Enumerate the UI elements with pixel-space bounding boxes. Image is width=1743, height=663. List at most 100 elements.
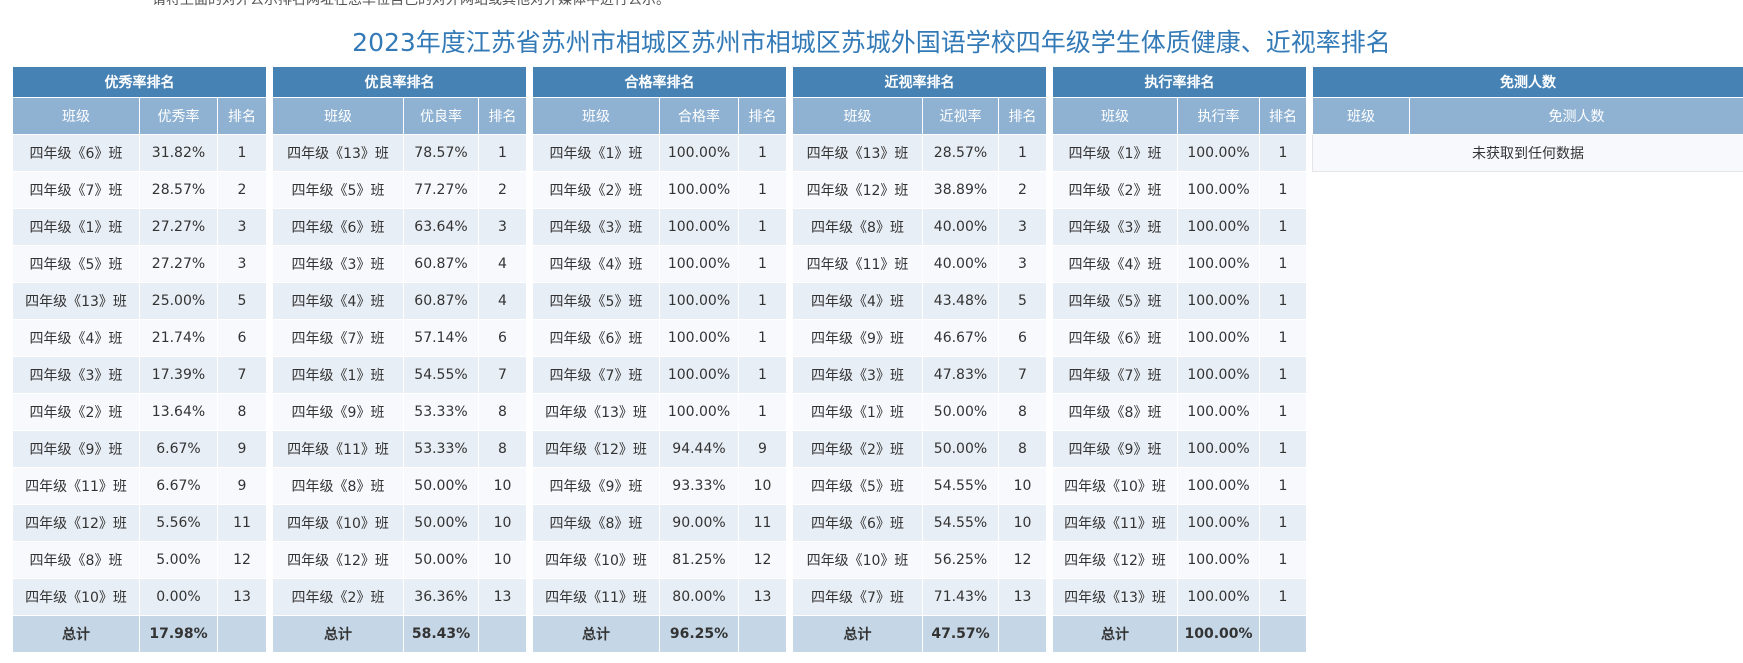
table-row: 四年级《2》班 100.00% 1 [532,171,788,209]
rate-cell: 100.00% [1177,467,1260,505]
class-cell: 四年级《3》班 [1052,208,1178,246]
table-row: 四年级《3》班 100.00% 1 [1052,208,1308,246]
ranking-table: 优良率排名 班级 优良率 排名 四年级《13》班 78.57% 1 四年级《5》班 77… [271,66,528,653]
rate-cell: 90.00% [659,504,739,542]
rank-cell: 8 [997,393,1048,431]
column-header-rate: 近视率 [922,97,999,135]
class-cell: 四年级《4》班 [792,282,923,320]
table-row: 四年级《8》班 50.00% 10 [272,467,528,505]
class-cell: 四年级《8》班 [792,208,923,246]
class-cell: 四年级《9》班 [792,319,923,357]
class-cell: 四年级《8》班 [272,467,404,505]
rank-cell: 3 [477,208,528,246]
top-note: 请将上面的对外公示排名网址在您单位自己的对外网站或其他对外媒体中进行公示。 [152,0,670,8]
column-header-class: 班级 [532,97,660,135]
rate-cell: 100.00% [1177,245,1260,283]
class-cell: 四年级《5》班 [12,245,140,283]
class-cell: 四年级《7》班 [532,356,660,394]
rank-cell: 2 [216,171,268,209]
rank-cell: 2 [477,171,528,209]
table-row: 四年级《10》班 0.00% 13 [12,578,268,616]
rank-cell: 5 [997,282,1048,320]
rate-cell: 100.00% [659,171,739,209]
table-row: 四年级《4》班 100.00% 1 [1052,245,1308,283]
table-row: 四年级《6》班 31.82% 1 [12,134,268,172]
class-cell: 四年级《10》班 [12,578,140,616]
table-row: 四年级《8》班 5.00% 12 [12,541,268,579]
rate-cell: 100.00% [1177,578,1260,616]
table-row: 四年级《4》班 100.00% 1 [532,245,788,283]
class-cell: 四年级《2》班 [792,430,923,468]
rank-cell: 1 [1258,504,1308,542]
panel-title: 免测人数 [1312,66,1743,98]
rate-cell: 5.56% [139,504,218,542]
rank-cell: 10 [477,467,528,505]
class-cell: 四年级《3》班 [532,208,660,246]
rate-cell: 93.33% [659,467,739,505]
class-cell: 四年级《8》班 [1052,393,1178,431]
rate-cell: 100.00% [1177,208,1260,246]
rank-cell: 7 [216,356,268,394]
rank-cell: 3 [997,245,1048,283]
rank-cell: 7 [477,356,528,394]
class-cell: 四年级《9》班 [1052,430,1178,468]
rank-cell: 8 [216,393,268,431]
total-row: 总计 100.00% [1052,615,1308,653]
total-rate: 100.00% [1177,615,1260,653]
empty-message: 未获取到任何数据 [1312,134,1743,172]
table-row: 四年级《2》班 13.64% 8 [12,393,268,431]
table-row: 四年级《1》班 100.00% 1 [1052,134,1308,172]
rank-cell: 11 [216,504,268,542]
table-row: 四年级《12》班 100.00% 1 [1052,541,1308,579]
rank-cell: 1 [737,171,788,209]
class-cell: 四年级《13》班 [12,282,140,320]
rate-cell: 100.00% [1177,504,1260,542]
table-row: 四年级《3》班 60.87% 4 [272,245,528,283]
total-row: 总计 17.98% [12,615,268,653]
rate-cell: 56.25% [922,541,999,579]
table-row: 四年级《3》班 17.39% 7 [12,356,268,394]
rank-cell: 3 [997,208,1048,246]
rate-cell: 100.00% [1177,171,1260,209]
rate-cell: 50.00% [403,504,479,542]
rate-cell: 100.00% [1177,319,1260,357]
class-cell: 四年级《1》班 [12,208,140,246]
rate-cell: 28.57% [922,134,999,172]
rate-cell: 0.00% [139,578,218,616]
total-rate: 47.57% [922,615,999,653]
table-row: 四年级《7》班 57.14% 6 [272,319,528,357]
rate-cell: 17.39% [139,356,218,394]
rate-cell: 100.00% [1177,356,1260,394]
class-cell: 四年级《5》班 [1052,282,1178,320]
table-row: 四年级《2》班 100.00% 1 [1052,171,1308,209]
rank-cell: 4 [477,245,528,283]
table-row: 四年级《2》班 36.36% 13 [272,578,528,616]
rank-cell: 8 [997,430,1048,468]
rank-cell: 6 [216,319,268,357]
rate-cell: 100.00% [1177,282,1260,320]
column-header-class: 班级 [1312,97,1410,135]
rank-cell: 1 [216,134,268,172]
rank-cell: 6 [997,319,1048,357]
class-cell: 四年级《13》班 [272,134,404,172]
rate-cell: 100.00% [1177,393,1260,431]
rate-cell: 21.74% [139,319,218,357]
class-cell: 四年级《10》班 [532,541,660,579]
panel-myopia-rate: 近视率排名 班级 近视率 排名 四年级《13》班 28.57% 1 四年级《12》班 3… [791,66,1048,653]
total-rank [216,615,268,653]
rank-cell: 3 [216,245,268,283]
rate-cell: 60.87% [403,245,479,283]
class-cell: 四年级《1》班 [1052,134,1178,172]
rank-cell: 13 [477,578,528,616]
class-cell: 四年级《12》班 [792,171,923,209]
column-header-class: 班级 [1052,97,1178,135]
table-row: 四年级《7》班 100.00% 1 [1052,356,1308,394]
rate-cell: 5.00% [139,541,218,579]
rank-cell: 10 [997,467,1048,505]
rate-cell: 100.00% [1177,541,1260,579]
class-cell: 四年级《8》班 [532,504,660,542]
class-cell: 四年级《9》班 [12,430,140,468]
rate-cell: 27.27% [139,208,218,246]
class-cell: 四年级《4》班 [12,319,140,357]
table-row: 四年级《13》班 28.57% 1 [792,134,1048,172]
